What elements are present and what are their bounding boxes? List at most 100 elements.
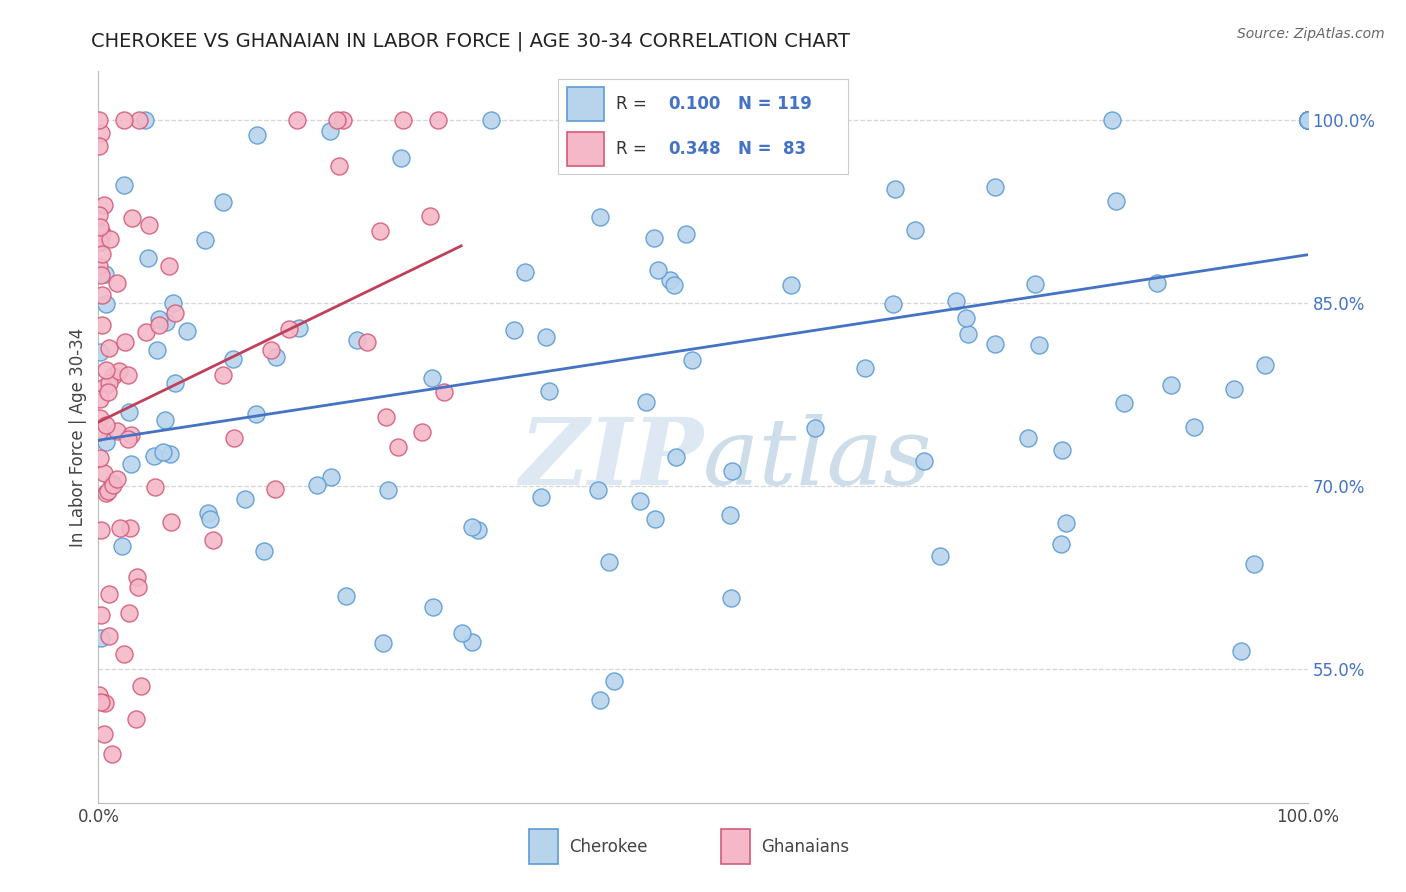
Point — [1296, 113, 1319, 128]
Point — [135, 325, 157, 339]
Point — [89, 392, 111, 406]
Point — [211, 368, 233, 382]
Point — [89, 451, 111, 466]
Point — [127, 570, 149, 584]
Point — [159, 447, 181, 461]
Point — [643, 231, 665, 245]
Point — [1017, 431, 1039, 445]
Point — [91, 226, 114, 240]
Point — [112, 113, 135, 128]
Point — [356, 334, 378, 349]
Point — [305, 478, 328, 492]
Point — [94, 267, 117, 281]
Point — [502, 323, 524, 337]
Point — [1243, 557, 1265, 571]
Point — [804, 421, 827, 435]
Point — [260, 343, 283, 357]
Point — [110, 521, 132, 535]
Point — [332, 113, 354, 128]
Point — [1296, 113, 1319, 128]
Point — [1296, 113, 1319, 128]
Point — [479, 113, 502, 128]
Point — [326, 113, 349, 128]
Point — [1184, 420, 1206, 434]
Text: atlas: atlas — [703, 414, 932, 504]
Point — [211, 194, 233, 209]
Point — [389, 152, 412, 166]
Point — [98, 376, 121, 390]
Point — [461, 635, 484, 649]
Point — [89, 207, 111, 221]
Point — [461, 520, 484, 534]
Point — [368, 224, 391, 238]
Point — [107, 425, 129, 439]
Point — [628, 493, 651, 508]
Point — [855, 361, 877, 376]
Point — [422, 600, 444, 615]
Point — [112, 647, 135, 661]
Point — [105, 472, 128, 486]
Point — [1296, 113, 1319, 128]
Point — [108, 364, 131, 378]
Point — [681, 352, 703, 367]
Point — [90, 632, 112, 646]
Point — [87, 113, 110, 128]
Point — [120, 427, 142, 442]
Text: Source: ZipAtlas.com: Source: ZipAtlas.com — [1237, 27, 1385, 41]
Point — [155, 315, 177, 329]
Point — [114, 335, 136, 350]
Point — [1296, 113, 1319, 128]
Point — [377, 483, 399, 497]
Point — [420, 371, 443, 385]
Point — [194, 234, 217, 248]
Point — [138, 219, 160, 233]
Point — [162, 295, 184, 310]
Point — [101, 475, 124, 490]
Point — [984, 180, 1007, 194]
Point — [277, 322, 299, 336]
Point — [197, 506, 219, 520]
Point — [634, 395, 657, 409]
Point — [159, 259, 181, 273]
Point — [1296, 113, 1319, 128]
Point — [644, 512, 666, 526]
Point — [1160, 378, 1182, 392]
Point — [198, 512, 221, 526]
Point — [89, 139, 111, 153]
Point — [955, 310, 977, 325]
Point — [1296, 113, 1319, 128]
Point — [586, 483, 609, 497]
Point — [89, 235, 111, 249]
Point — [143, 480, 166, 494]
Y-axis label: In Labor Force | Age 30-34: In Labor Force | Age 30-34 — [69, 327, 87, 547]
Point — [89, 523, 111, 537]
Point — [89, 259, 111, 273]
Point — [603, 673, 626, 688]
Point — [1050, 443, 1073, 458]
Point — [98, 587, 121, 601]
Point — [285, 113, 308, 128]
Text: CHEROKEE VS GHANAIAN IN LABOR FORCE | AGE 30-34 CORRELATION CHART: CHEROKEE VS GHANAIAN IN LABOR FORCE | AG… — [91, 31, 851, 51]
Point — [160, 515, 183, 529]
Point — [145, 343, 167, 357]
Point — [1296, 113, 1319, 128]
Point — [143, 449, 166, 463]
Point — [246, 128, 269, 142]
Point — [263, 482, 285, 496]
Point — [530, 490, 553, 504]
Point — [391, 113, 413, 128]
Point — [97, 629, 120, 643]
Point — [1105, 194, 1128, 208]
Point — [433, 384, 456, 399]
Point — [884, 182, 907, 196]
Point — [93, 727, 115, 741]
Point — [319, 469, 342, 483]
Point — [662, 277, 685, 292]
Point — [598, 555, 620, 569]
Point — [515, 265, 537, 279]
Point — [224, 431, 246, 445]
Point — [125, 712, 148, 726]
Point — [120, 521, 142, 535]
Point — [1296, 113, 1319, 128]
Point — [148, 318, 170, 332]
